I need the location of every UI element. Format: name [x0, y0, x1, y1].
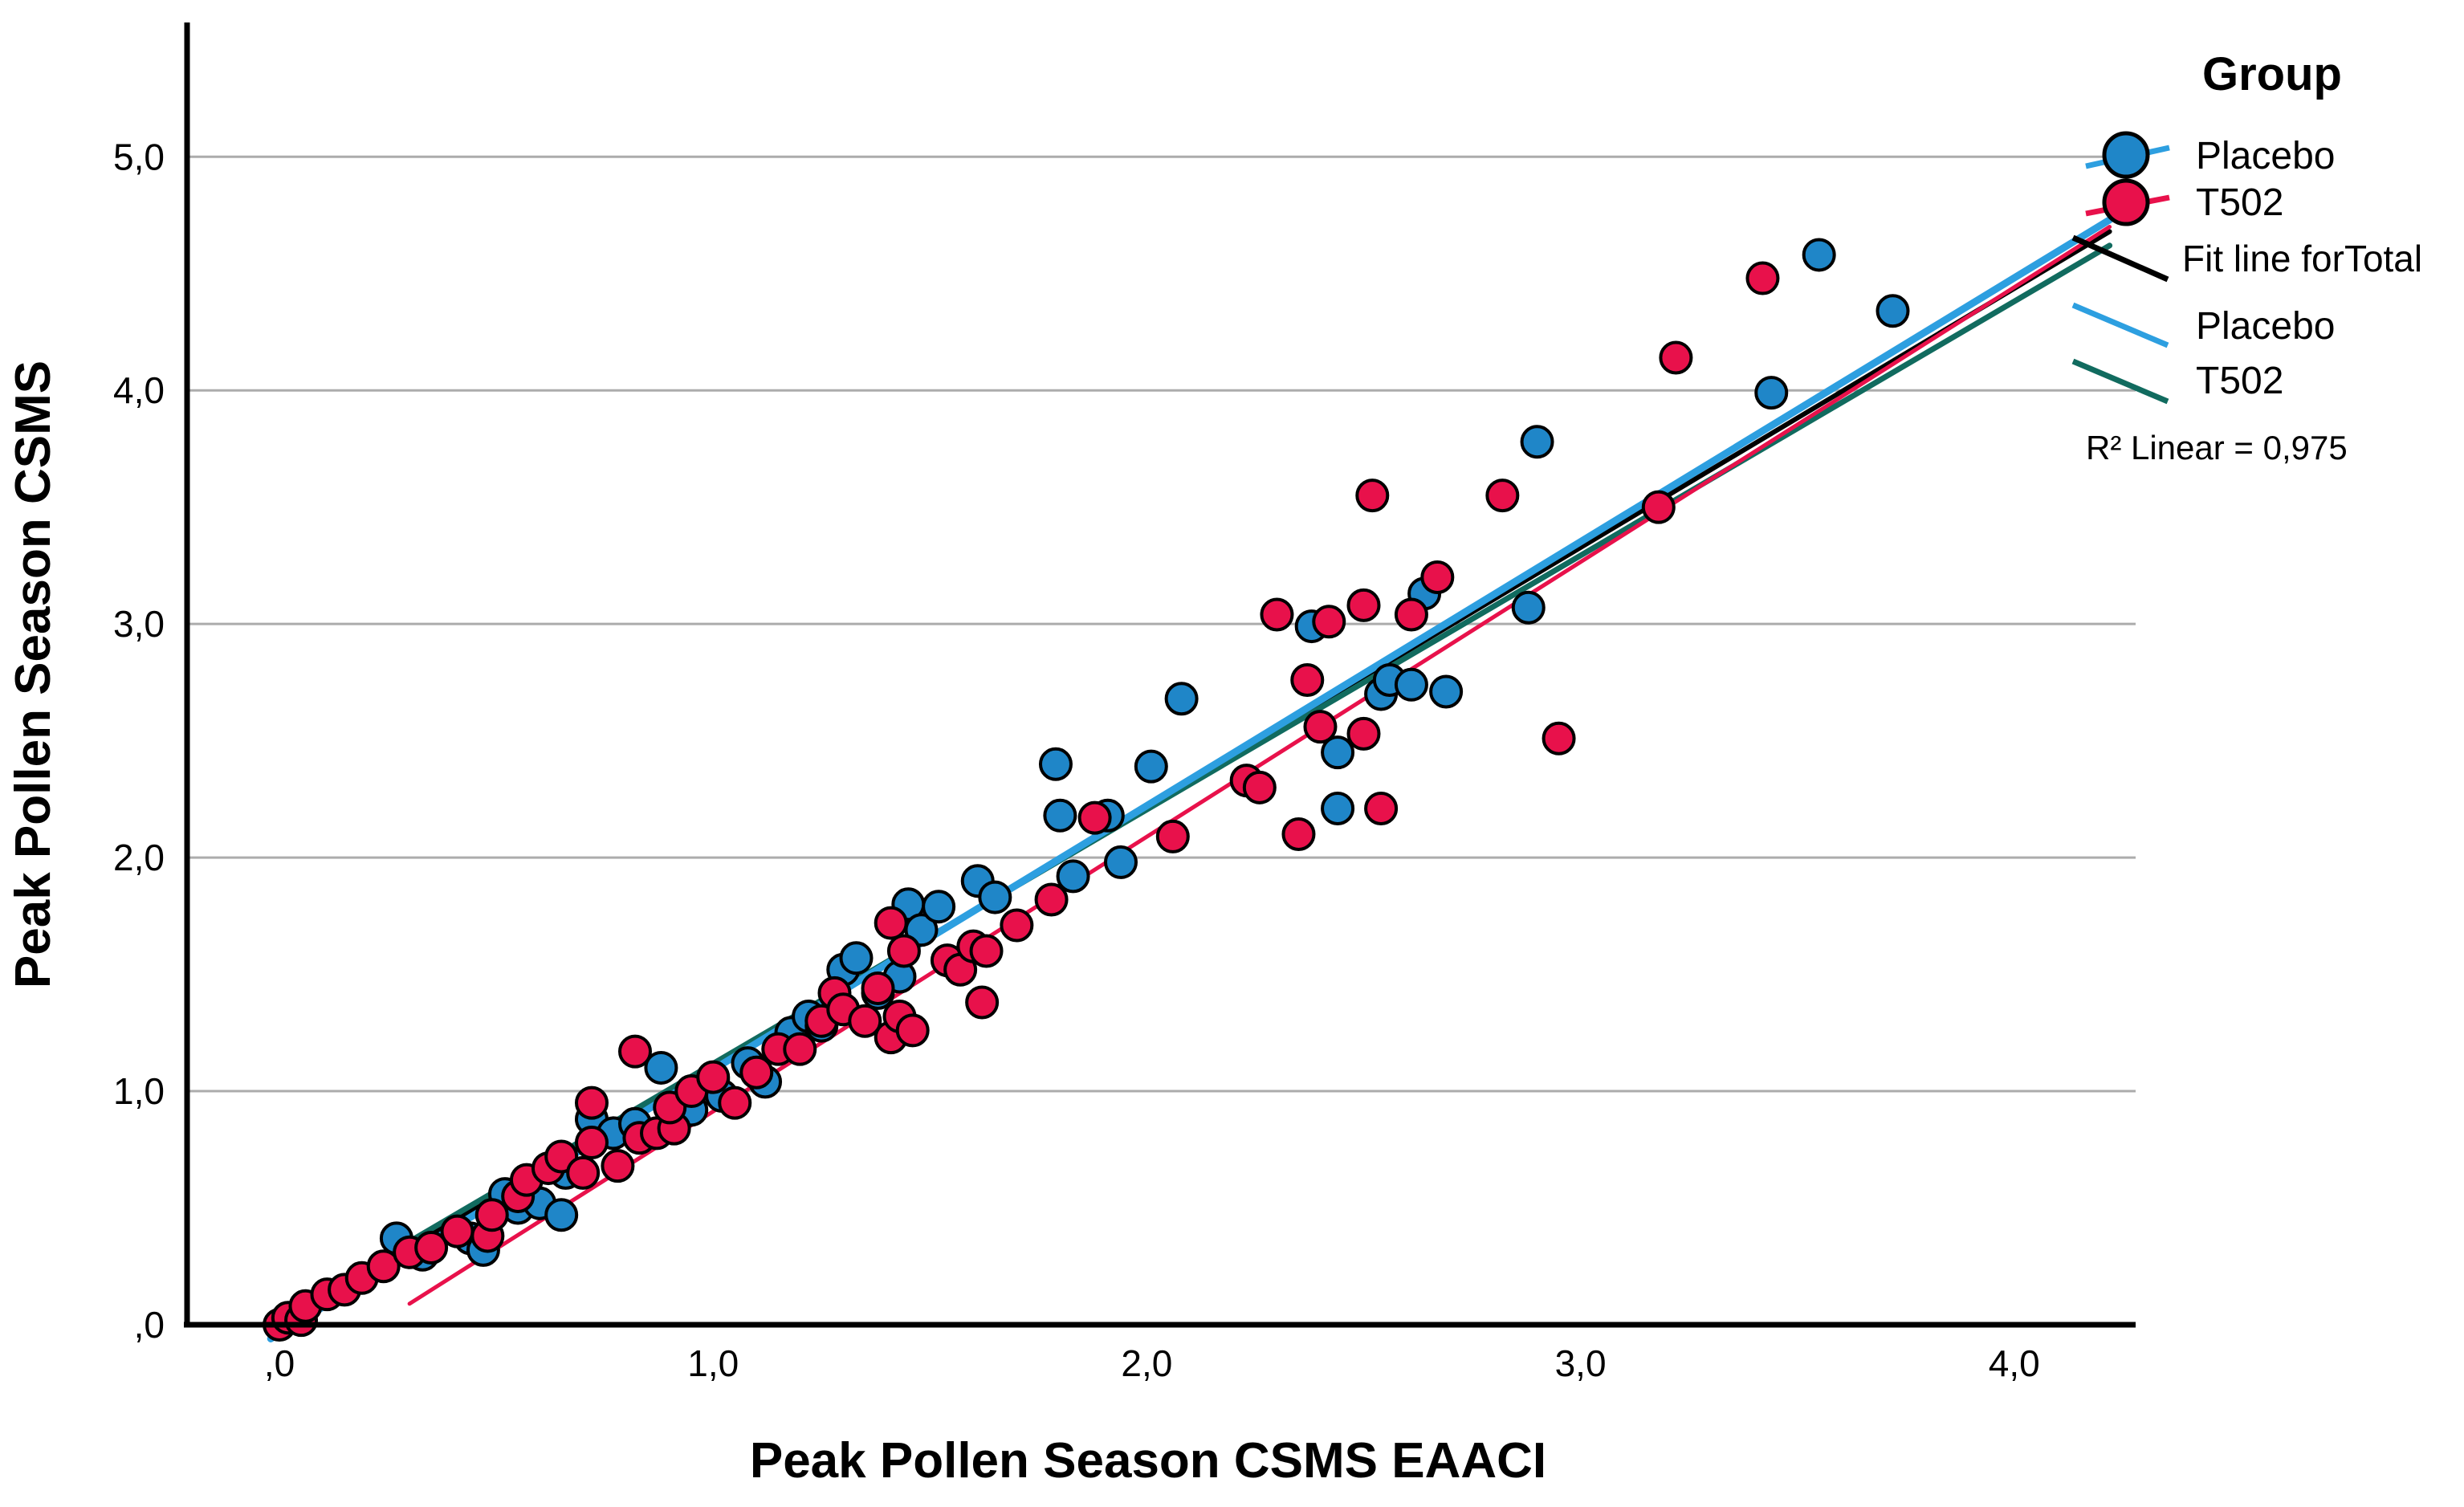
- y-tick-label-2: 2,0: [113, 837, 165, 878]
- data-point-t502: [1077, 800, 1112, 835]
- legend-t502-marker-label: T502: [2196, 181, 2283, 224]
- data-point-placebo: [1394, 667, 1428, 702]
- data-point-placebo: [978, 880, 1012, 914]
- data-point-t502: [1420, 560, 1455, 594]
- data-point-t502: [1303, 710, 1338, 744]
- data-point-t502: [1641, 490, 1676, 524]
- data-point-placebo: [1754, 376, 1789, 410]
- r-squared-annotation: R² Linear = 0,975: [2086, 429, 2348, 466]
- data-point-t502: [895, 1013, 930, 1048]
- data-point-t502: [1364, 792, 1399, 826]
- tick-labels: ,0 1,0 2,0 3,0 4,0 5,0 ,0 1,0 2,0 3,0 4,0: [113, 136, 2040, 1384]
- axes: [184, 22, 2136, 1328]
- data-point-t502: [1242, 770, 1277, 804]
- data-point-placebo: [1520, 425, 1554, 459]
- data-point-t502: [848, 1004, 882, 1038]
- data-point-t502: [574, 1126, 609, 1160]
- data-point-t502: [783, 1032, 817, 1066]
- data-point-placebo: [1321, 792, 1355, 826]
- x-axis-title: Peak Pollen Season CSMS EAACI: [750, 1433, 1546, 1489]
- y-tick-label-5: 5,0: [113, 136, 165, 177]
- legend-placebo-marker-icon: [2102, 131, 2150, 179]
- data-point-placebo: [1103, 845, 1138, 879]
- data-point-t502: [1312, 605, 1346, 639]
- data-point-t502: [1260, 597, 1294, 632]
- legend-t502-fitline-label: T502: [2196, 360, 2283, 402]
- legend-t502-fitline-swatch: [2071, 358, 2169, 405]
- legend-placebo-marker-label: Placebo: [2196, 135, 2335, 177]
- data-point-t502: [474, 1198, 509, 1232]
- data-point-placebo: [1038, 747, 1073, 781]
- data-point-placebo: [1802, 238, 1836, 272]
- data-point-t502: [366, 1249, 401, 1284]
- data-point-placebo: [1511, 590, 1546, 625]
- legend-t502-marker-icon: [2102, 178, 2150, 226]
- gridlines: [187, 155, 2136, 1093]
- data-point-placebo: [1429, 674, 1464, 709]
- data-point-placebo: [1164, 682, 1199, 716]
- data-points: [263, 238, 1910, 1342]
- data-point-placebo: [1134, 749, 1168, 784]
- legend-placebo-fitline-swatch: [2071, 302, 2169, 348]
- data-point-t502: [874, 906, 908, 940]
- data-point-t502: [718, 1085, 752, 1120]
- y-tick-label-3: 3,0: [113, 603, 165, 645]
- data-point-t502: [1346, 716, 1381, 751]
- data-point-t502: [696, 1060, 731, 1094]
- data-point-t502: [965, 985, 1000, 1020]
- x-tick-label-2: 2,0: [1121, 1342, 1172, 1384]
- x-tick-label-4: 4,0: [1989, 1342, 2040, 1384]
- data-point-t502: [1155, 819, 1190, 853]
- data-point-t502: [414, 1230, 449, 1265]
- x-tick-label-0: ,0: [264, 1342, 295, 1384]
- data-point-t502: [969, 934, 1004, 968]
- data-point-t502: [1281, 817, 1316, 852]
- data-point-t502: [1745, 261, 1780, 295]
- legend-title: Group: [2202, 48, 2342, 100]
- data-point-placebo: [644, 1050, 678, 1085]
- y-tick-label-4: 4,0: [113, 369, 165, 411]
- data-point-placebo: [544, 1198, 579, 1232]
- data-point-t502: [601, 1149, 635, 1183]
- data-point-t502: [1394, 597, 1428, 632]
- y-axis-title: Peak Pollen Season CSMS: [6, 360, 61, 988]
- data-point-t502: [1659, 340, 1693, 375]
- data-point-placebo: [1056, 859, 1090, 894]
- legend-placebo-fitline-label: Placebo: [2196, 305, 2335, 348]
- data-point-t502: [1000, 908, 1034, 943]
- legend-total-fitline-swatch: [2071, 234, 2169, 283]
- data-point-t502: [1542, 721, 1576, 756]
- data-point-placebo: [1043, 798, 1077, 833]
- data-point-t502: [566, 1155, 601, 1190]
- x-tick-label-3: 3,0: [1555, 1342, 1607, 1384]
- data-point-t502: [1346, 588, 1381, 622]
- data-point-t502: [861, 971, 895, 1006]
- data-point-t502: [739, 1055, 774, 1090]
- data-point-t502: [440, 1214, 474, 1248]
- legend: Group Placebo T502 Fit line forTotal Pla…: [2071, 48, 2422, 466]
- data-point-placebo: [922, 890, 956, 924]
- data-point-t502: [1290, 662, 1325, 697]
- data-point-placebo: [839, 941, 874, 975]
- data-point-placebo: [1875, 294, 1910, 328]
- data-point-t502: [574, 1085, 609, 1120]
- data-point-t502: [1034, 882, 1069, 917]
- legend-total-fitline-label: Fit line forTotal: [2182, 238, 2422, 279]
- data-point-t502: [1485, 479, 1520, 513]
- data-point-t502: [1355, 479, 1390, 513]
- x-tick-label-1: 1,0: [687, 1342, 739, 1384]
- y-tick-label-0: ,0: [134, 1304, 165, 1346]
- data-point-t502: [617, 1034, 652, 1069]
- data-point-t502: [886, 934, 921, 968]
- y-tick-label-1: 1,0: [113, 1070, 165, 1112]
- data-point-placebo: [1321, 735, 1355, 770]
